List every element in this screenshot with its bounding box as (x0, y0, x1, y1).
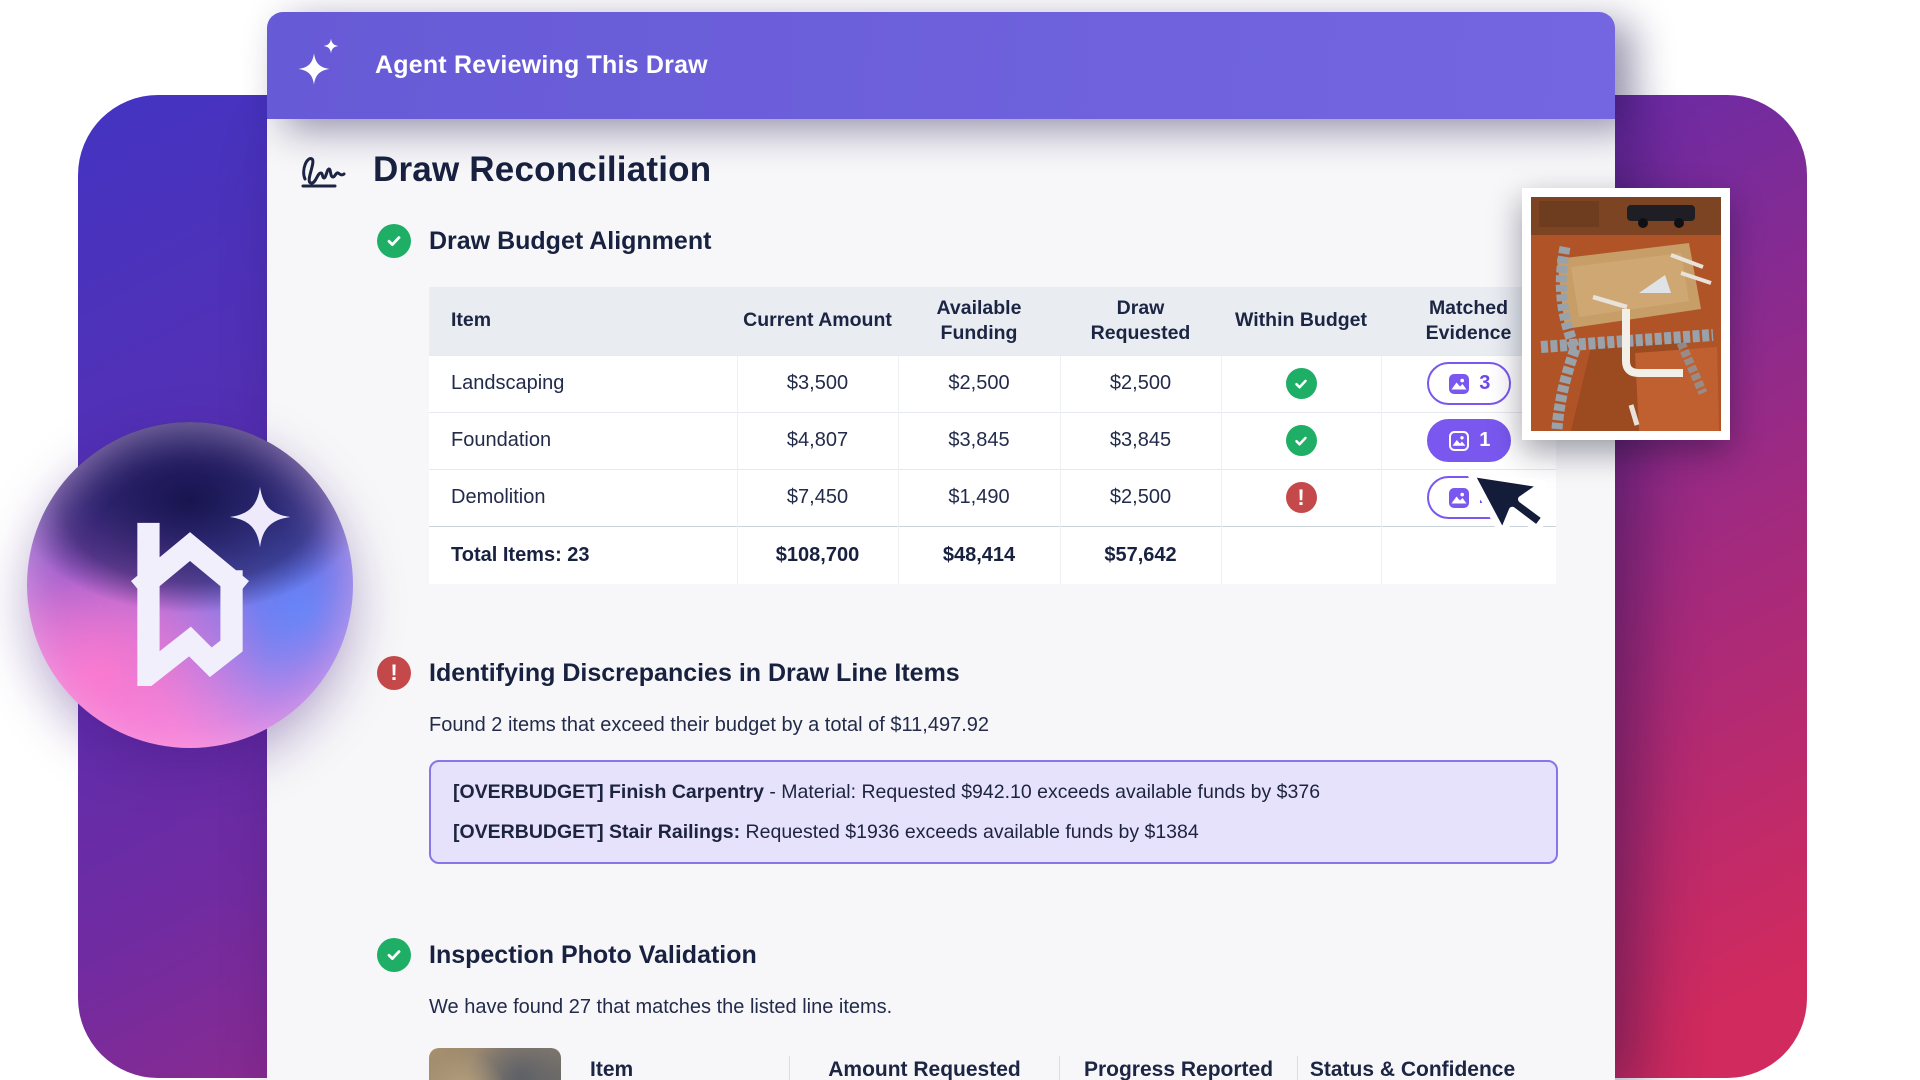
col-draw-requested: Draw Requested (1060, 287, 1221, 355)
photo-icon (1449, 373, 1470, 394)
check-circle-icon (377, 938, 411, 972)
photo-table-header-row: Item Amount Requested Progress Reported … (561, 1048, 1527, 1080)
house-mark-icon (130, 522, 250, 686)
section-photo-validation-header: Inspection Photo Validation (377, 938, 757, 972)
col-available-funding: Available Funding (898, 287, 1060, 355)
brand-orb-logo (27, 422, 353, 748)
col-current-amount: Current Amount (737, 287, 898, 355)
col-status-confidence: Status & Confidence (1297, 1056, 1527, 1080)
page-title-row: Draw Reconciliation (297, 147, 711, 193)
banner-title: Agent Reviewing This Draw (375, 51, 708, 79)
cell-evidence: 3 (1380, 354, 1556, 412)
sparkle-icon (229, 486, 291, 548)
alert-circle-icon: ! (377, 656, 411, 690)
evidence-badge[interactable]: 3 (1426, 362, 1511, 405)
table-total-row: Total Items: 23 $108,700 $48,414 $57,642 (429, 525, 1556, 584)
matched-evidence-photo (1522, 188, 1730, 440)
cell-requested: $2,500 (1059, 468, 1221, 526)
cell-available: $2,500 (897, 354, 1060, 412)
cell-available: $1,490 (897, 468, 1060, 526)
evidence-count: 1 (1479, 429, 1491, 451)
over-budget-alert-icon: ! (1285, 482, 1317, 513)
cell-within-budget: ! (1220, 468, 1381, 526)
col-within-budget: Within Budget (1221, 287, 1381, 355)
cursor-pointer-icon (1455, 423, 1596, 569)
cell-current: $3,500 (736, 354, 898, 412)
within-budget-check-icon (1285, 425, 1317, 456)
sparkles-icon (297, 38, 349, 94)
table-row: Landscaping $3,500 $2,500 $2,500 (429, 354, 1556, 412)
agent-banner: Agent Reviewing This Draw (267, 12, 1615, 119)
col-item: Item (590, 1058, 634, 1080)
section-title: Identifying Discrepancies in Draw Line I… (429, 658, 960, 687)
section-title: Inspection Photo Validation (429, 940, 757, 969)
cell-within-budget (1220, 354, 1381, 412)
col-progress-reported: Progress Reported (1059, 1056, 1297, 1080)
total-available: $48,414 (897, 525, 1060, 584)
within-budget-check-icon (1285, 368, 1317, 399)
cell-current: $7,450 (736, 468, 898, 526)
photo-icon (1449, 487, 1470, 508)
evidence-badge-selected[interactable]: 1 (1426, 419, 1511, 462)
cell-available: $3,845 (897, 411, 1060, 469)
section-title: Draw Budget Alignment (429, 226, 712, 255)
total-label: Total Items: 23 (429, 525, 737, 584)
col-item: Item (429, 287, 737, 355)
cell-requested: $3,845 (1059, 411, 1221, 469)
cell-item: Foundation (429, 411, 737, 469)
overbudget-line: [OVERBUDGET] Finish Carpentry - Material… (453, 781, 1321, 803)
section-discrepancies-header: ! Identifying Discrepancies in Draw Line… (377, 656, 960, 690)
cell-item: Landscaping (429, 354, 737, 412)
signature-icon (301, 157, 346, 188)
photo-icon (1449, 430, 1470, 451)
cell-within-budget (1220, 411, 1381, 469)
construction-site-image (1531, 197, 1721, 431)
check-circle-icon (377, 224, 411, 258)
discrepancies-summary: Found 2 items that exceed their budget b… (429, 714, 990, 736)
section-budget-alignment-header: Draw Budget Alignment (377, 224, 711, 258)
table-row: Foundation $4,807 $3,845 $3,845 (429, 411, 1556, 469)
overbudget-line: [OVERBUDGET] Stair Railings: Requested $… (453, 821, 1199, 843)
photo-validation-summary: We have found 27 that matches the listed… (429, 996, 893, 1018)
page-title: Draw Reconciliation (373, 150, 712, 189)
draw-reconciliation-card: Draw Reconciliation Draw Budget Alignmen… (267, 119, 1615, 1080)
inspection-photo-thumbnail[interactable] (429, 1048, 561, 1080)
cell-evidence: 1 (1380, 411, 1556, 469)
budget-alignment-table: Item Current Amount Available Funding Dr… (429, 287, 1556, 584)
overbudget-alert-box: [OVERBUDGET] Finish Carpentry - Material… (429, 760, 1558, 864)
cell-item: Demolition (429, 468, 737, 526)
evidence-count: 3 (1479, 372, 1491, 394)
total-requested: $57,642 (1059, 525, 1221, 584)
table-header-row: Item Current Amount Available Funding Dr… (429, 287, 1556, 355)
cell-current: $4,807 (736, 411, 898, 469)
total-current: $108,700 (736, 525, 898, 584)
cell-requested: $2,500 (1059, 354, 1221, 412)
col-amount-requested: Amount Requested (789, 1056, 1059, 1080)
table-row: Demolition $7,450 $1,490 $2,500 ! (429, 468, 1556, 526)
photo-validation-table: Item Amount Requested Progress Reported … (429, 1048, 1558, 1080)
